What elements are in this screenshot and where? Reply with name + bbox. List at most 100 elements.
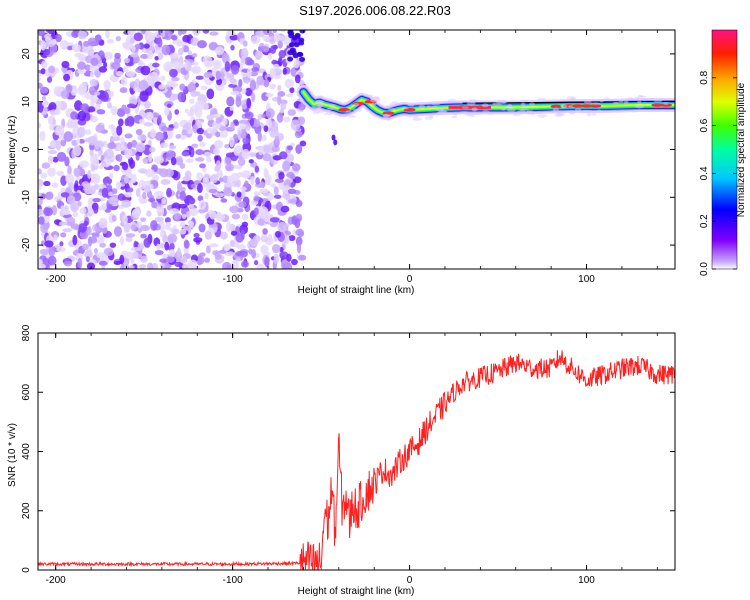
noise-blob <box>98 66 108 73</box>
noise-blob <box>175 134 182 139</box>
noise-blob <box>279 99 288 105</box>
noise-blob <box>83 40 90 47</box>
noise-blob <box>292 163 301 172</box>
noise-blob <box>125 233 136 238</box>
noise-blob <box>149 146 156 153</box>
noise-blob <box>38 208 45 216</box>
noise-blob <box>83 220 89 227</box>
noise-blob <box>154 131 165 141</box>
snr-y-axis: 0 200 400 600 800 <box>21 324 675 573</box>
noise-blob <box>203 151 211 157</box>
noise-blob <box>215 117 222 124</box>
noise-blob <box>189 146 195 158</box>
noise-blob <box>121 162 129 171</box>
signal-halo <box>517 110 526 114</box>
noise-blob <box>238 250 248 258</box>
signal-halo <box>526 110 533 114</box>
noise-blob <box>238 119 249 125</box>
snr-xtick-label: 0 <box>407 575 413 586</box>
noise-blob <box>204 192 209 200</box>
colorbar-tick-label: 0.6 <box>699 118 710 132</box>
noise-blob <box>191 53 198 58</box>
noise-blob <box>218 130 228 138</box>
noise-blob <box>215 254 222 260</box>
signal-halo <box>520 99 530 103</box>
noise-blob <box>47 255 57 266</box>
noise-blob <box>47 116 54 125</box>
noise-blob <box>193 237 203 243</box>
signal-halo <box>499 100 508 104</box>
noise-blob <box>161 44 171 56</box>
signal-satellite <box>333 139 338 146</box>
signal-halo <box>324 109 332 112</box>
signal-halo <box>635 105 645 109</box>
noise-blob <box>148 153 153 163</box>
spectrogram-x-axis: -200 -100 0 100 <box>46 30 658 285</box>
noise-blob <box>146 74 153 86</box>
noise-blob <box>74 52 83 58</box>
noise-blob <box>187 259 198 268</box>
spectrogram-xtick-label: 100 <box>578 274 595 285</box>
noise-blob <box>188 197 196 205</box>
colorbar-tick-label: 0.2 <box>699 214 710 228</box>
noise-blob <box>46 76 53 83</box>
noise-blob <box>110 62 121 70</box>
noise-blob <box>262 251 271 257</box>
spectrogram-xtick-label: -100 <box>223 274 243 285</box>
signal-halo <box>536 97 547 101</box>
signal-halo <box>560 104 568 109</box>
signal-halo <box>426 105 431 108</box>
noise-blob <box>262 153 272 162</box>
noise-blob <box>48 65 56 74</box>
noise-blob <box>193 232 200 238</box>
noise-blob <box>124 148 133 159</box>
noise-blob <box>63 260 73 267</box>
noise-blob <box>107 196 118 205</box>
noise-blob <box>95 124 105 133</box>
noise-blob <box>167 233 178 244</box>
signal-halo <box>323 112 334 116</box>
noise-blob <box>271 59 278 65</box>
signal-halo <box>327 97 333 102</box>
noise-blob <box>206 88 215 100</box>
noise-blob <box>70 111 78 120</box>
spectrogram-signal-track <box>296 85 675 146</box>
signal-halo <box>554 113 563 117</box>
signal-halo <box>430 101 441 106</box>
noise-blob <box>237 157 246 166</box>
noise-blob <box>209 243 219 248</box>
noise-blob <box>140 65 151 76</box>
signal-halo <box>653 99 663 103</box>
signal-halo <box>583 101 592 104</box>
noise-blob <box>179 228 187 235</box>
noise-blob <box>148 197 156 203</box>
noise-blob <box>94 104 101 111</box>
noise-blob <box>257 113 262 121</box>
noise-blob <box>194 91 201 96</box>
noise-blob <box>169 68 178 78</box>
noise-blob <box>38 184 42 191</box>
spectrogram-noise <box>38 30 307 269</box>
noise-edge-blob <box>298 40 305 46</box>
noise-blob <box>230 44 235 51</box>
noise-blob <box>130 173 137 184</box>
noise-blob <box>187 50 193 56</box>
noise-blob <box>254 50 262 61</box>
signal-halo <box>623 100 629 104</box>
noise-blob <box>158 84 166 90</box>
noise-blob <box>146 111 154 121</box>
noise-blob <box>286 93 294 98</box>
signal-halo <box>537 114 548 118</box>
noise-blob <box>117 193 126 201</box>
noise-blob <box>224 182 234 188</box>
noise-blob <box>99 91 109 102</box>
snr-plot-area <box>38 333 675 570</box>
signal-halo <box>317 102 325 106</box>
noise-blob <box>38 72 41 82</box>
noise-blob <box>267 52 273 60</box>
noise-blob <box>77 257 83 269</box>
noise-blob <box>38 216 45 225</box>
noise-blob <box>143 43 150 49</box>
noise-blob <box>154 156 164 164</box>
noise-blob <box>157 212 163 217</box>
